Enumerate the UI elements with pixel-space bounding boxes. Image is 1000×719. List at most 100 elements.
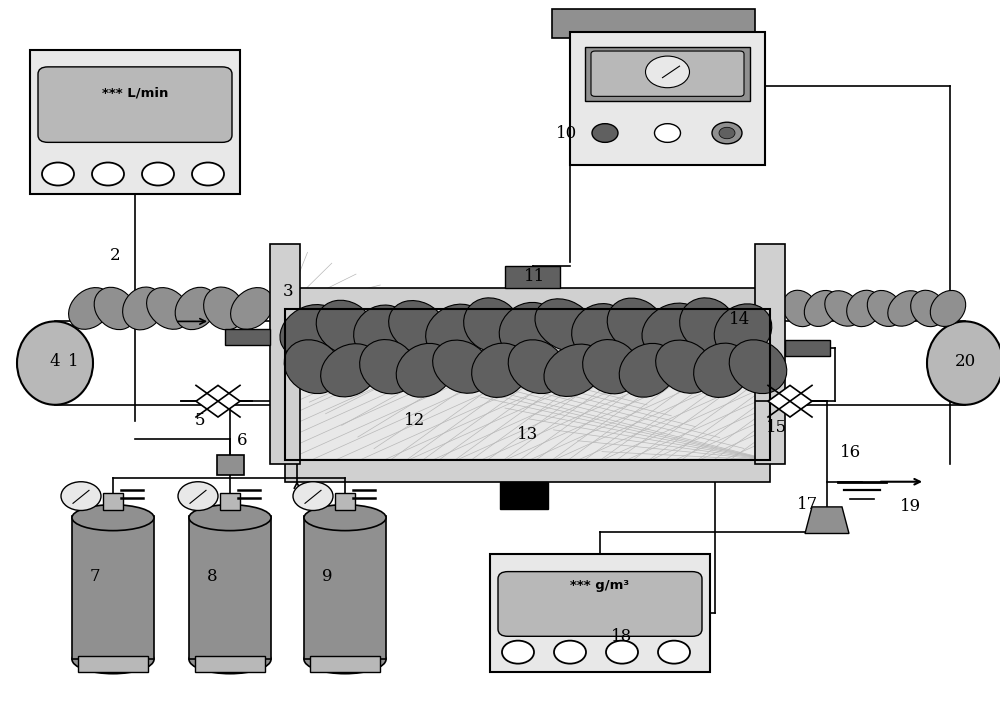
FancyBboxPatch shape	[498, 572, 702, 636]
Ellipse shape	[714, 304, 772, 357]
Text: 6: 6	[237, 431, 247, 449]
Ellipse shape	[189, 505, 271, 531]
Ellipse shape	[426, 304, 484, 357]
Text: 3: 3	[283, 283, 293, 300]
Ellipse shape	[231, 288, 273, 329]
Text: 4: 4	[50, 353, 60, 370]
Text: 1: 1	[68, 353, 78, 370]
Text: 16: 16	[839, 444, 861, 462]
Text: 2: 2	[110, 247, 120, 264]
Text: 8: 8	[207, 568, 217, 585]
Ellipse shape	[642, 303, 702, 355]
Ellipse shape	[94, 288, 136, 329]
Polygon shape	[768, 385, 812, 417]
Ellipse shape	[888, 290, 924, 326]
Text: 12: 12	[404, 412, 426, 429]
Bar	[552, 9, 755, 38]
Ellipse shape	[694, 343, 750, 398]
Ellipse shape	[535, 299, 595, 351]
Bar	[570, 32, 765, 165]
Ellipse shape	[147, 288, 189, 329]
Ellipse shape	[783, 290, 817, 326]
Ellipse shape	[847, 290, 881, 326]
Bar	[217, 455, 244, 475]
Ellipse shape	[304, 505, 386, 531]
Ellipse shape	[142, 162, 174, 186]
Ellipse shape	[42, 162, 74, 186]
Ellipse shape	[175, 288, 217, 329]
Bar	[335, 493, 355, 510]
Ellipse shape	[719, 127, 735, 139]
Text: 18: 18	[611, 628, 633, 645]
Ellipse shape	[204, 287, 244, 330]
Ellipse shape	[804, 290, 840, 326]
Bar	[285, 288, 770, 309]
Text: 11: 11	[524, 268, 546, 285]
Bar	[285, 309, 770, 460]
Text: 17: 17	[797, 496, 819, 513]
Bar	[585, 47, 750, 101]
Bar	[225, 329, 270, 345]
Ellipse shape	[293, 482, 333, 510]
Ellipse shape	[572, 303, 628, 358]
Text: 20: 20	[954, 353, 976, 370]
Ellipse shape	[433, 340, 491, 393]
Ellipse shape	[502, 641, 534, 664]
Text: 10: 10	[556, 124, 578, 142]
Bar	[78, 656, 148, 672]
Text: *** g/m³: *** g/m³	[570, 580, 630, 592]
Ellipse shape	[178, 482, 218, 510]
Ellipse shape	[680, 298, 736, 352]
Ellipse shape	[389, 301, 447, 354]
Ellipse shape	[280, 305, 340, 357]
Ellipse shape	[72, 505, 154, 531]
Ellipse shape	[61, 482, 101, 510]
Text: 14: 14	[729, 311, 751, 329]
FancyBboxPatch shape	[38, 67, 232, 142]
Text: 9: 9	[322, 568, 332, 585]
Bar	[500, 482, 548, 509]
Text: 13: 13	[517, 426, 539, 444]
Ellipse shape	[607, 298, 665, 352]
Bar	[285, 309, 770, 460]
Ellipse shape	[911, 290, 945, 326]
Text: 7: 7	[90, 568, 100, 585]
Ellipse shape	[72, 645, 154, 674]
Ellipse shape	[69, 288, 111, 329]
Ellipse shape	[316, 301, 374, 354]
Bar	[270, 244, 300, 464]
Ellipse shape	[508, 340, 566, 393]
Ellipse shape	[17, 321, 93, 405]
Ellipse shape	[472, 343, 528, 398]
FancyBboxPatch shape	[591, 51, 744, 96]
Polygon shape	[805, 507, 849, 533]
Text: 5: 5	[195, 412, 205, 429]
Bar	[220, 493, 240, 510]
Bar	[490, 554, 710, 672]
Ellipse shape	[867, 290, 903, 326]
Ellipse shape	[396, 344, 454, 397]
Ellipse shape	[729, 340, 787, 393]
Ellipse shape	[554, 641, 586, 664]
Polygon shape	[196, 385, 240, 417]
Text: 19: 19	[899, 498, 921, 516]
Ellipse shape	[619, 344, 677, 397]
Ellipse shape	[606, 641, 638, 664]
Ellipse shape	[712, 122, 742, 144]
Ellipse shape	[354, 305, 410, 360]
Bar	[189, 516, 271, 659]
Bar	[285, 460, 770, 482]
Bar	[72, 516, 154, 659]
Ellipse shape	[92, 162, 124, 186]
Ellipse shape	[654, 124, 680, 142]
Ellipse shape	[930, 290, 966, 326]
Bar	[30, 50, 240, 194]
Ellipse shape	[304, 645, 386, 674]
Bar	[304, 516, 386, 659]
Ellipse shape	[646, 56, 690, 88]
Ellipse shape	[658, 641, 690, 664]
Bar	[785, 340, 830, 356]
Ellipse shape	[927, 321, 1000, 405]
Bar	[195, 656, 265, 672]
Ellipse shape	[825, 290, 861, 326]
